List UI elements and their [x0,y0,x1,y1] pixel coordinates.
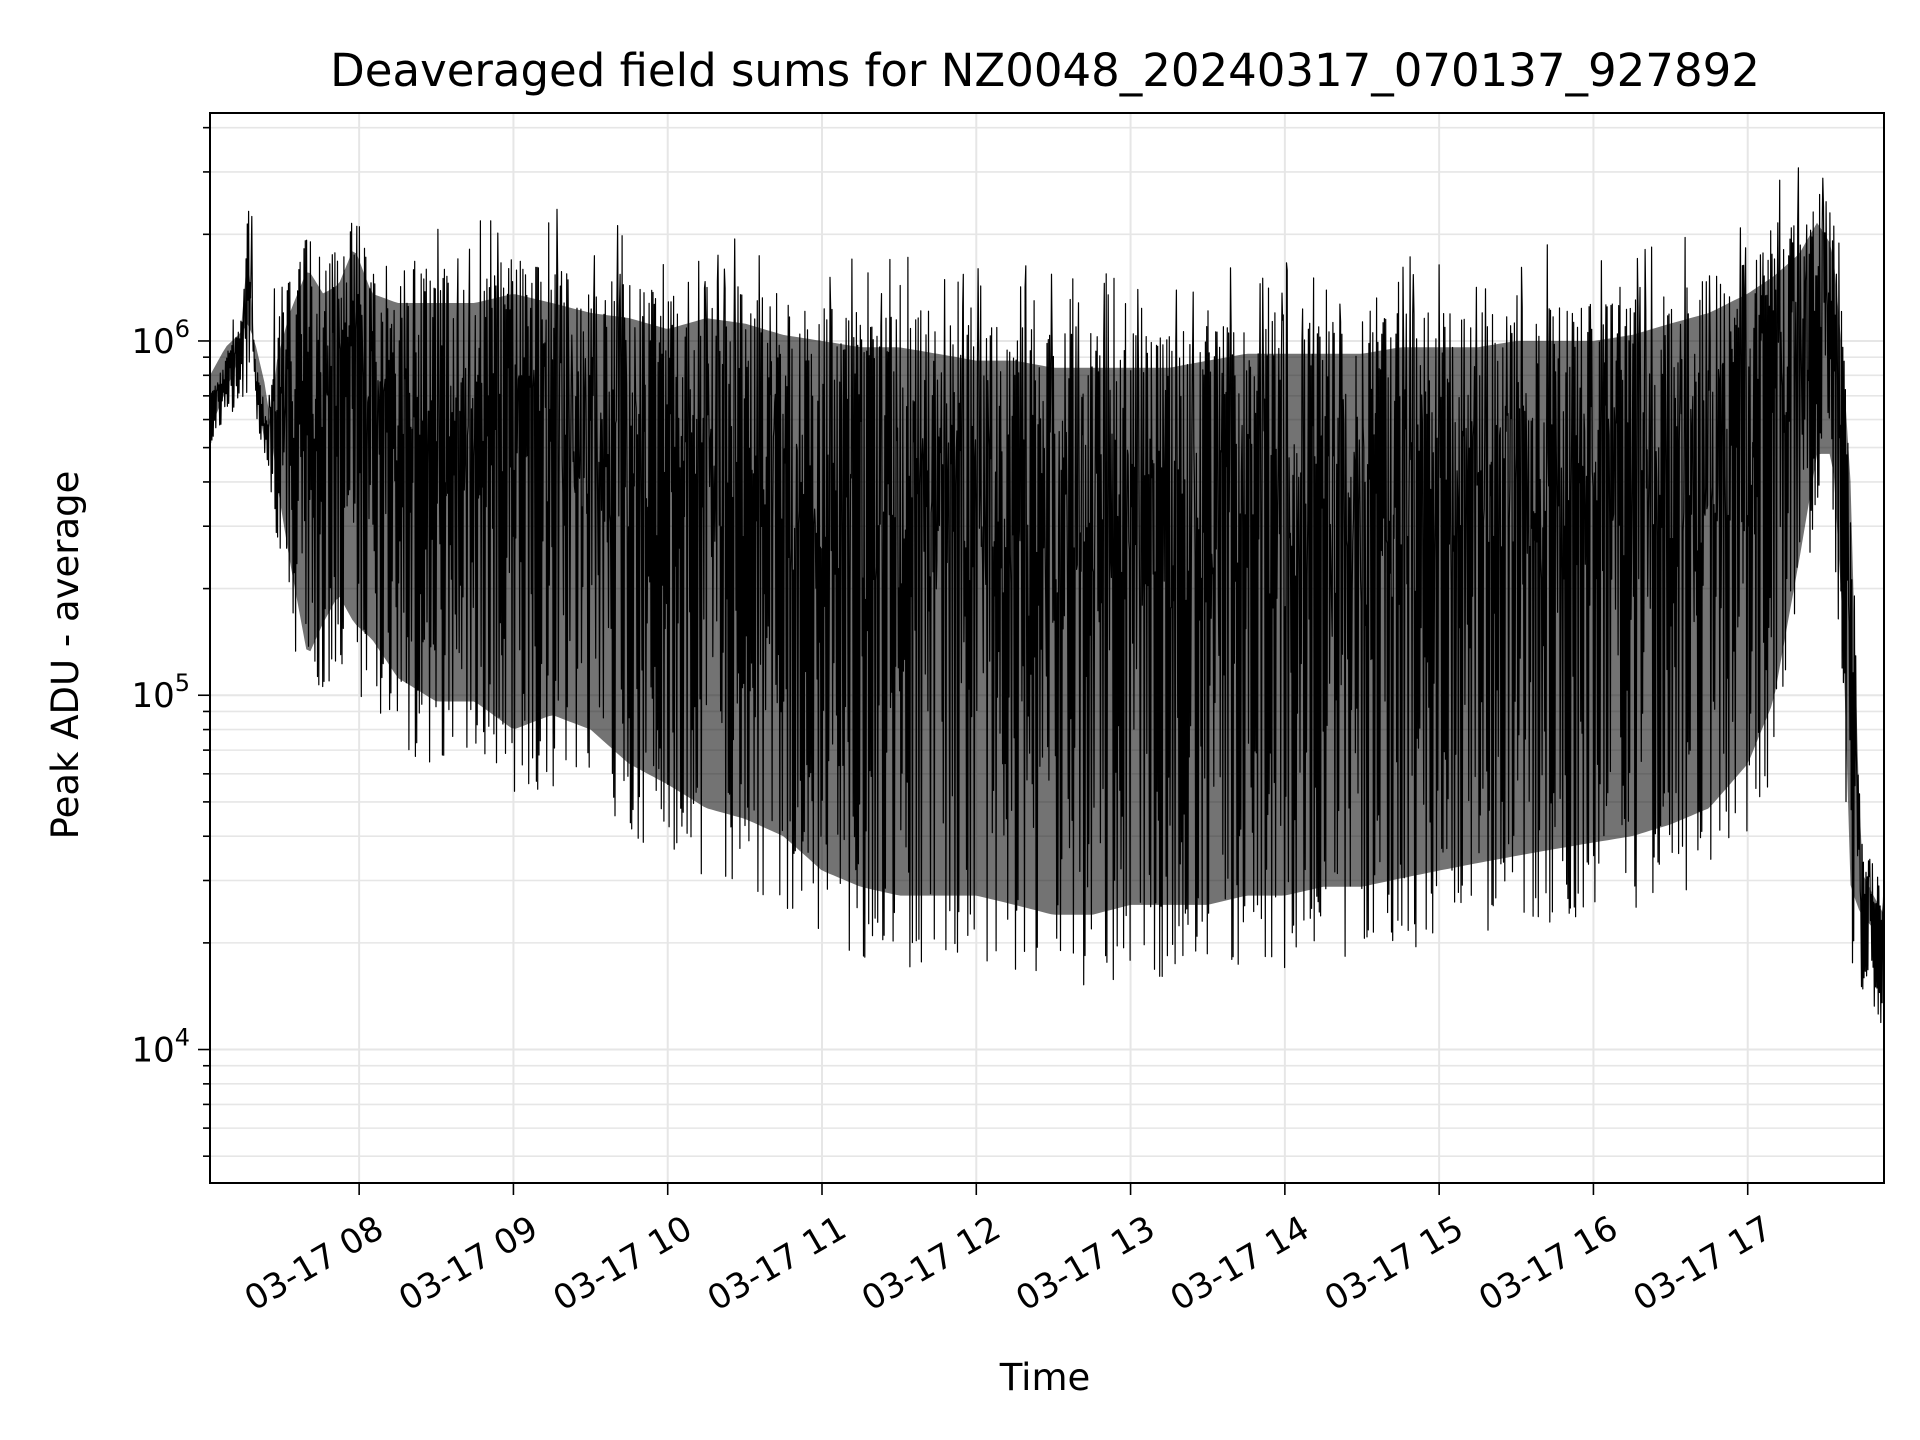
y-tick-label: 105 [131,669,190,716]
x-tick-label: 03-17 11 [701,1208,853,1319]
x-tick-label: 03-17 15 [1318,1208,1470,1319]
y-tick-exponent: 6 [175,315,190,343]
x-tick-label: 03-17 17 [1627,1208,1779,1319]
x-tick-label: 03-17 10 [547,1208,699,1319]
x-axis-label: Time [999,1356,1091,1399]
x-tick-label: 03-17 13 [1009,1208,1161,1319]
y-tick-base: 10 [131,1031,174,1071]
x-tick-label: 03-17 08 [238,1208,390,1319]
x-tick-label: 03-17 09 [392,1208,544,1319]
y-tick-base: 10 [131,322,174,362]
y-tick-exponent: 5 [175,669,190,697]
y-tick-label: 104 [131,1024,190,1071]
y-tick-base: 10 [131,676,174,716]
x-tick-label: 03-17 12 [855,1208,1007,1319]
x-tick-label: 03-17 16 [1472,1208,1624,1319]
series-line [209,167,1885,1024]
plot-frame [209,112,1885,1184]
y-tick-label: 106 [131,315,190,362]
chart-title: Deaveraged field sums for NZ0048_2024031… [330,44,1760,97]
y-axis-label: Peak ADU - average [44,471,87,840]
y-tick-exponent: 4 [175,1024,190,1052]
x-tick-label: 03-17 14 [1164,1208,1316,1319]
